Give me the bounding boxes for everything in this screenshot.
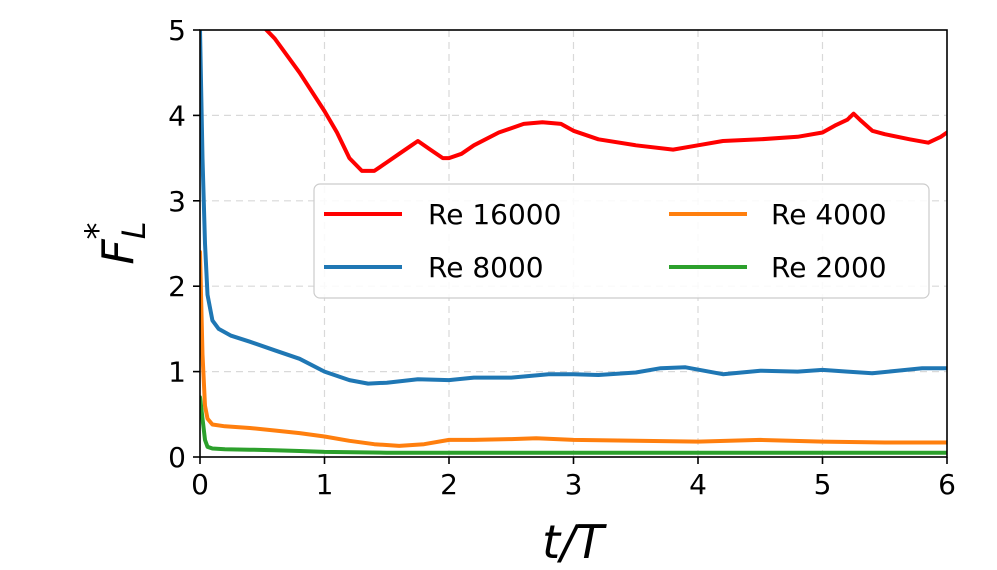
x-tick-label: 1 — [316, 468, 334, 501]
series-line-re-2000 — [200, 395, 947, 455]
y-tick-label: 3 — [168, 185, 186, 218]
y-axis-label-base: F — [93, 239, 144, 265]
axis-ticks: 0 1 2 3 4 5 6 0 1 2 3 4 5 — [168, 14, 956, 501]
x-tick-label: 6 — [938, 468, 956, 501]
y-tick-label: 4 — [168, 99, 186, 132]
legend: Re 16000 Re 8000 Re 4000 Re 2000 — [313, 183, 930, 299]
y-tick-label: 1 — [168, 356, 186, 389]
series-line-re-8000 — [200, 30, 947, 386]
legend-label: Re 4000 — [771, 198, 887, 231]
legend-label: Re 16000 — [428, 198, 561, 231]
series-group — [200, 30, 947, 455]
x-tick-label: 4 — [689, 468, 707, 501]
x-tick-label: 3 — [565, 468, 583, 501]
x-tick-label: 0 — [191, 468, 209, 501]
x-tick-label: 5 — [814, 468, 832, 501]
svg-text:FL*: FL* — [78, 221, 153, 264]
y-tick-label: 2 — [168, 270, 186, 303]
y-axis-label: FL* — [78, 221, 153, 264]
series-line-re-16000 — [263, 30, 947, 173]
y-tick-label: 5 — [168, 14, 186, 47]
y-axis-label-sup: * — [78, 222, 118, 239]
legend-label: Re 2000 — [771, 251, 887, 284]
legend-label: Re 8000 — [428, 251, 544, 284]
y-tick-label: 0 — [168, 441, 186, 474]
y-axis-label-sub: L — [115, 221, 153, 239]
x-axis-label: t/T — [542, 515, 608, 569]
series-line-re-4000 — [200, 250, 947, 448]
x-tick-label: 2 — [440, 468, 458, 501]
legend-box — [313, 183, 930, 299]
